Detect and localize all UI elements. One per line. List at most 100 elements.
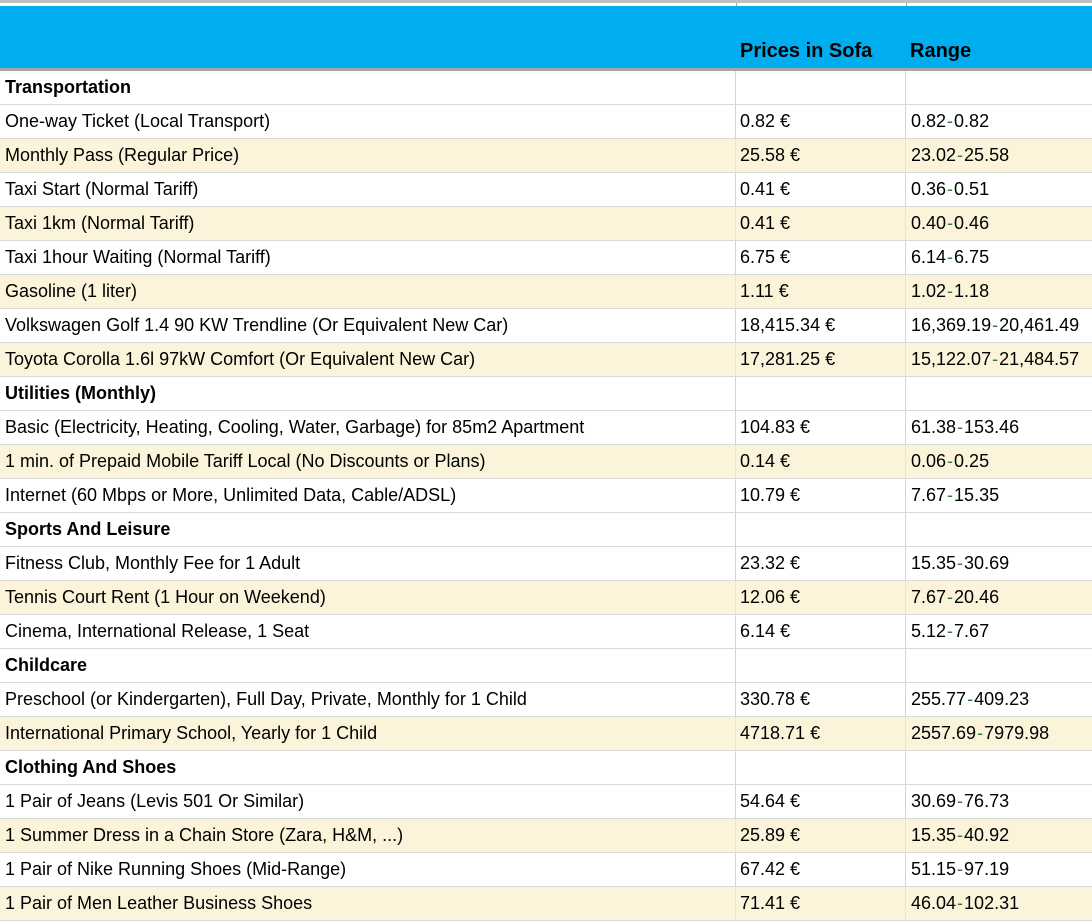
item-label-cell[interactable]: Basic (Electricity, Heating, Cooling, Wa… (0, 411, 736, 444)
range-cell[interactable]: 255.77-409.23 (906, 683, 1092, 716)
item-label-cell[interactable]: International Primary School, Yearly for… (0, 717, 736, 750)
price-cell[interactable]: 0.41 € (736, 207, 906, 240)
range-max: 6.75 (954, 247, 990, 267)
range-dash: - (957, 791, 964, 811)
price-cell[interactable]: 104.83 € (736, 411, 906, 444)
header-cell-prices[interactable]: Prices in Sofa (740, 40, 873, 62)
range-cell[interactable] (906, 71, 1092, 104)
price-cell[interactable]: 6.14 € (736, 615, 906, 648)
range-min: 15,122.07 (911, 349, 992, 369)
range-dash: - (947, 179, 954, 199)
range-cell[interactable]: 51.15-97.19 (906, 853, 1092, 886)
range-max: 30.69 (964, 553, 1010, 573)
range-min: 30.69 (911, 791, 957, 811)
price-cell[interactable] (736, 751, 906, 784)
range-cell[interactable]: 30.69-76.73 (906, 785, 1092, 818)
item-label-cell[interactable]: Volkswagen Golf 1.4 90 KW Trendline (Or … (0, 309, 736, 342)
price-cell[interactable]: 330.78 € (736, 683, 906, 716)
section-label-cell[interactable]: Clothing And Shoes (0, 751, 736, 784)
price-cell[interactable] (736, 71, 906, 104)
price-cell[interactable] (736, 649, 906, 682)
price-cell[interactable]: 25.89 € (736, 819, 906, 852)
range-cell[interactable]: 61.38-153.46 (906, 411, 1092, 444)
price-cell[interactable]: 0.14 € (736, 445, 906, 478)
price-cell[interactable]: 1.11 € (736, 275, 906, 308)
table-row: 1 min. of Prepaid Mobile Tariff Local (N… (0, 445, 1092, 479)
range-cell[interactable]: 0.36-0.51 (906, 173, 1092, 206)
range-dash: - (977, 723, 984, 743)
item-label-cell[interactable]: 1 Summer Dress in a Chain Store (Zara, H… (0, 819, 736, 852)
range-cell[interactable]: 7.67-20.46 (906, 581, 1092, 614)
section-label-cell[interactable]: Childcare (0, 649, 736, 682)
item-label-cell[interactable]: Gasoline (1 liter) (0, 275, 736, 308)
item-label-cell[interactable]: Fitness Club, Monthly Fee for 1 Adult (0, 547, 736, 580)
range-cell[interactable]: 6.14-6.75 (906, 241, 1092, 274)
item-label-cell[interactable]: Taxi Start (Normal Tariff) (0, 173, 736, 206)
price-cell[interactable] (736, 377, 906, 410)
range-min: 23.02 (911, 145, 957, 165)
price-cell[interactable]: 18,415.34 € (736, 309, 906, 342)
range-dash: - (947, 451, 954, 471)
item-label-cell[interactable]: 1 Pair of Jeans (Levis 501 Or Similar) (0, 785, 736, 818)
range-cell[interactable]: 46.04-102.31 (906, 887, 1092, 920)
price-cell[interactable]: 54.64 € (736, 785, 906, 818)
header-cell-range[interactable]: Range (910, 40, 972, 62)
price-cell[interactable]: 4718.71 € (736, 717, 906, 750)
range-cell[interactable] (906, 649, 1092, 682)
range-cell[interactable]: 15.35-30.69 (906, 547, 1092, 580)
range-cell[interactable]: 0.82-0.82 (906, 105, 1092, 138)
range-cell[interactable] (906, 751, 1092, 784)
range-max: 20,461.49 (999, 315, 1080, 335)
price-cell[interactable]: 67.42 € (736, 853, 906, 886)
range-cell[interactable]: 0.06-0.25 (906, 445, 1092, 478)
item-label-cell[interactable]: 1 Pair of Nike Running Shoes (Mid-Range) (0, 853, 736, 886)
range-min: 1.02 (911, 281, 947, 301)
section-label-cell[interactable]: Transportation (0, 71, 736, 104)
range-cell[interactable]: 15.35-40.92 (906, 819, 1092, 852)
range-min: 7.67 (911, 587, 947, 607)
header-bottom-border (0, 68, 1092, 71)
range-cell[interactable]: 0.40-0.46 (906, 207, 1092, 240)
table-row: Taxi 1km (Normal Tariff) 0.41 €0.40-0.46 (0, 207, 1092, 241)
item-label-cell[interactable]: Internet (60 Mbps or More, Unlimited Dat… (0, 479, 736, 512)
range-cell[interactable]: 15,122.07-21,484.57 (906, 343, 1092, 376)
item-label-cell[interactable]: Tennis Court Rent (1 Hour on Weekend) (0, 581, 736, 614)
price-cell[interactable]: 0.82 € (736, 105, 906, 138)
range-cell[interactable] (906, 513, 1092, 546)
price-cell[interactable]: 10.79 € (736, 479, 906, 512)
range-cell[interactable]: 7.67-15.35 (906, 479, 1092, 512)
item-label-cell[interactable]: 1 Pair of Men Leather Business Shoes (0, 887, 736, 920)
price-cell[interactable]: 0.41 € (736, 173, 906, 206)
section-label-cell[interactable]: Utilities (Monthly) (0, 377, 736, 410)
range-cell[interactable] (906, 377, 1092, 410)
price-cell[interactable]: 6.75 € (736, 241, 906, 274)
range-dash: - (957, 145, 964, 165)
item-label-cell[interactable]: Taxi 1km (Normal Tariff) (0, 207, 736, 240)
range-max: 21,484.57 (999, 349, 1080, 369)
range-cell[interactable]: 16,369.19-20,461.49 (906, 309, 1092, 342)
item-label-cell[interactable]: Taxi 1hour Waiting (Normal Tariff) (0, 241, 736, 274)
item-label-cell[interactable]: Cinema, International Release, 1 Seat (0, 615, 736, 648)
range-cell[interactable]: 1.02-1.18 (906, 275, 1092, 308)
price-cell[interactable]: 23.32 € (736, 547, 906, 580)
item-label-cell[interactable]: One-way Ticket (Local Transport) (0, 105, 736, 138)
range-cell[interactable]: 23.02-25.58 (906, 139, 1092, 172)
price-cell[interactable]: 17,281.25 € (736, 343, 906, 376)
range-max: 102.31 (964, 893, 1020, 913)
range-cell[interactable]: 2557.69-7979.98 (906, 717, 1092, 750)
table-row: Toyota Corolla 1.6l 97kW Comfort (Or Equ… (0, 343, 1092, 377)
item-label-cell[interactable]: Monthly Pass (Regular Price) (0, 139, 736, 172)
section-label-cell[interactable]: Sports And Leisure (0, 513, 736, 546)
price-cell[interactable]: 71.41 € (736, 887, 906, 920)
item-label-cell[interactable]: 1 min. of Prepaid Mobile Tariff Local (N… (0, 445, 736, 478)
price-cell[interactable]: 25.58 € (736, 139, 906, 172)
range-cell[interactable]: 5.12-7.67 (906, 615, 1092, 648)
header-cell-item[interactable] (0, 63, 736, 68)
range-min: 0.06 (911, 451, 947, 471)
range-min: 255.77 (911, 689, 967, 709)
partial-row-above (0, 3, 1092, 6)
item-label-cell[interactable]: Toyota Corolla 1.6l 97kW Comfort (Or Equ… (0, 343, 736, 376)
price-cell[interactable] (736, 513, 906, 546)
item-label-cell[interactable]: Preschool (or Kindergarten), Full Day, P… (0, 683, 736, 716)
price-cell[interactable]: 12.06 € (736, 581, 906, 614)
